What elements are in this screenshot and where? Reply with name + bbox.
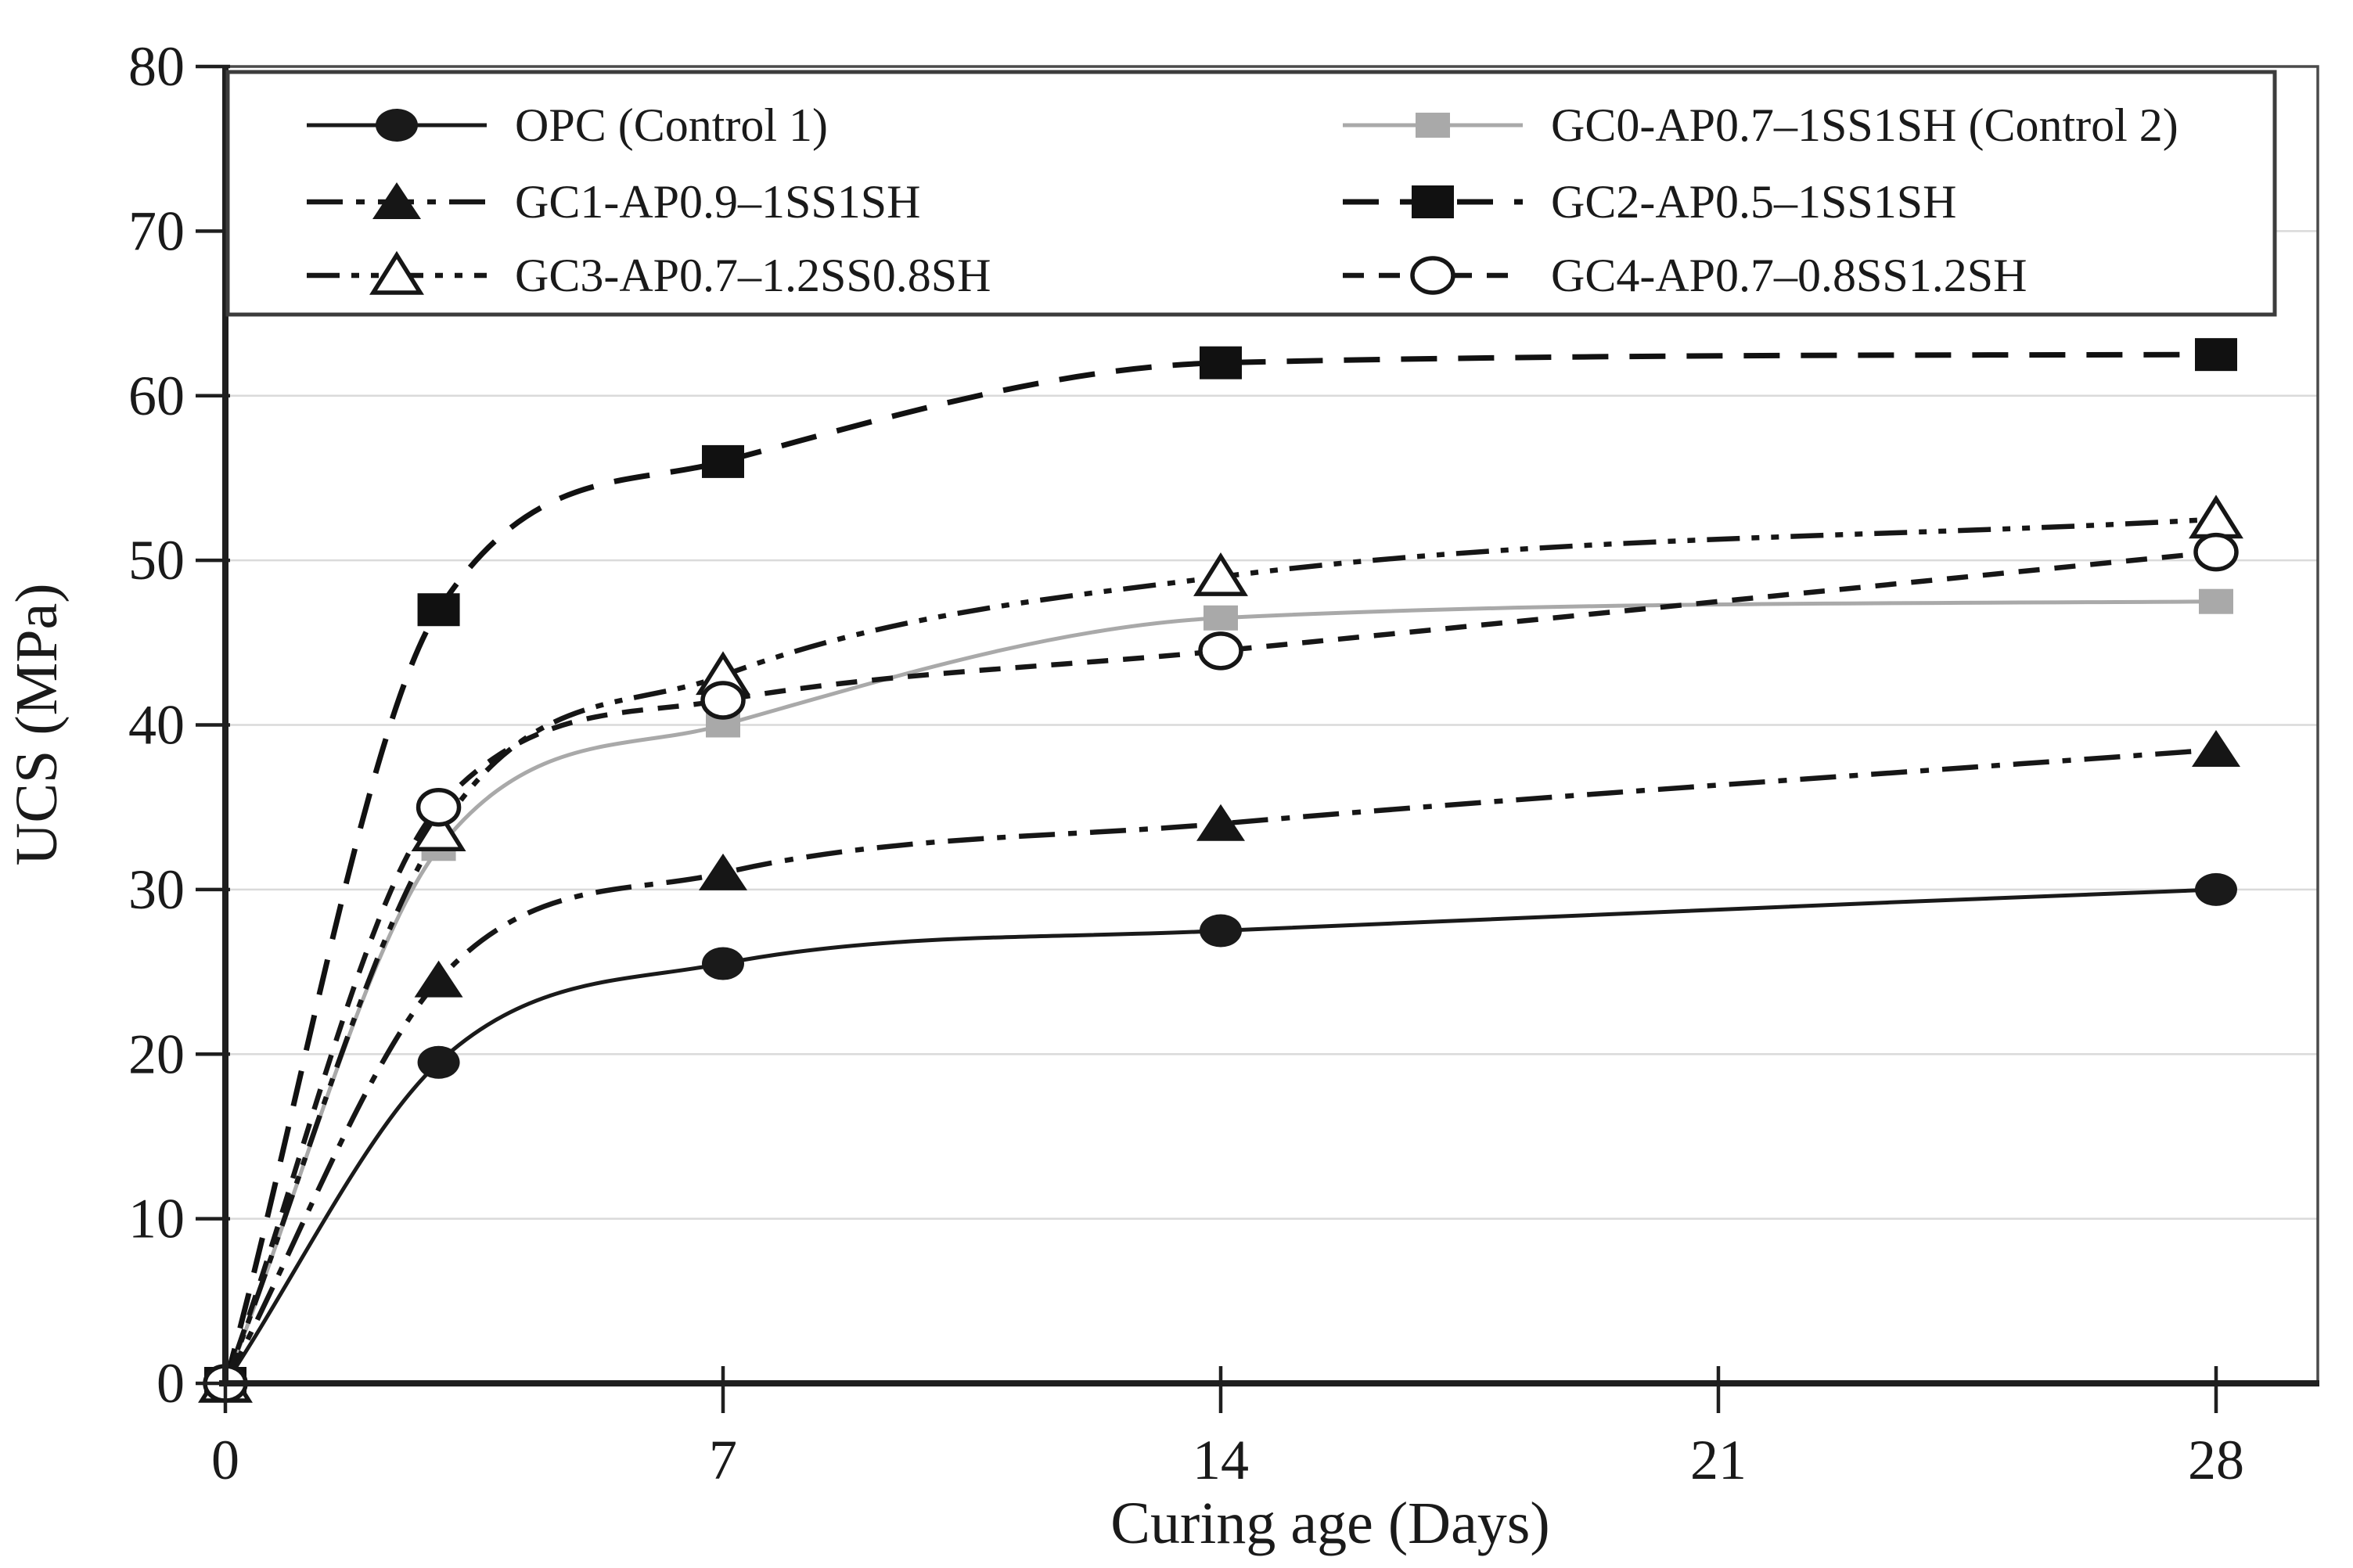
x-tick-label-7: 7 [709,1429,737,1491]
y-tick-label-80: 80 [128,35,185,98]
marker-s5-d14 [1198,631,1243,671]
legend-label-1: GC0-AP0.7–1SS1SH (Control 2) [1551,99,2179,151]
legend-box [225,70,2277,317]
marker-s0-d14 [1199,914,1242,948]
y-tick-label-50: 50 [128,529,185,592]
marker-s3-d28 [2194,338,2237,372]
marker-s3-d7 [701,444,744,478]
legend-marker-2 [372,182,421,219]
axes: 0 10 20 30 40 50 60 70 80 0 7 14 21 28 Curing age (Day… [4,35,2319,1556]
y-tick-label-10: 10 [128,1188,185,1250]
marker-s2-d28 [2191,730,2240,768]
legend-marker-3 [1412,185,1454,218]
legend-marker-4 [369,250,424,295]
legend-label-2: GC1-AP0.9–1SS1SH [515,176,920,228]
x-tick-label-14: 14 [1193,1429,1249,1491]
marker-s0-d28 [2194,872,2237,906]
marker-s0-d7 [701,947,744,980]
legend-label-0: OPC (Control 1) [515,99,828,151]
x-tick-label-0: 0 [211,1429,239,1491]
legend-label-4: GC3-AP0.7–1.2SS0.8SH [515,250,991,301]
y-tick-label-40: 40 [128,694,185,757]
x-axis-title: Curing age (Days) [1110,1491,1549,1556]
y-tick-label-30: 30 [128,858,185,921]
legend-label-5: GC4-AP0.7–0.8SS1.2SH [1551,250,2027,301]
marker-s5-d28 [2193,532,2239,572]
y-tick-label-0: 0 [157,1352,185,1415]
series-line-5 [222,549,2217,1385]
y-axis-title: UCS (MPa) [4,583,70,865]
legend-marker-0 [376,109,418,142]
series-line-3 [222,351,2217,1384]
legend-marker-5 [1410,256,1455,295]
y-tick-label-60: 60 [128,365,185,427]
marker-s4-d3 [411,807,466,851]
legend-item-2: GC1-AP0.9–1SS1SH [307,176,920,228]
marker-s2-d7 [698,853,747,890]
marker-s5-d3 [416,787,462,827]
legend: OPC (Control 1) GC0-AP0.7–1SS1SH (Control… [225,70,2277,317]
series-lines [222,351,2217,1385]
legend-marker-1 [1416,113,1450,138]
legend-item-0: OPC (Control 1) [307,99,828,151]
legend-item-3: GC2-AP0.5–1SS1SH [1343,176,1956,228]
series-line-0 [223,887,2217,1385]
series-line-4 [222,516,2217,1385]
marker-s1-d28 [2198,588,2233,614]
marker-s2-d3 [414,960,463,998]
series-line-2 [223,746,2217,1385]
x-tick-label-21: 21 [1690,1429,1747,1491]
x-tick-label-28: 28 [2188,1429,2244,1491]
legend-item-1: GC0-AP0.7–1SS1SH (Control 2) [1343,99,2179,151]
legend-item-4: GC3-AP0.7–1.2SS0.8SH [307,250,991,301]
marker-s3-d3 [417,593,460,627]
legend-item-5: GC4-AP0.7–0.8SS1.2SH [1343,250,2027,301]
marker-s5-d7 [700,681,746,720]
marker-s4-d14 [1193,552,1248,596]
series-markers [198,338,2243,1403]
marker-s1-d14 [1203,605,1238,631]
marker-s3-d14 [1199,346,1242,379]
marker-s2-d14 [1196,804,1245,841]
y-tick-label-20: 20 [128,1023,185,1085]
legend-label-3: GC2-AP0.5–1SS1SH [1551,176,1956,228]
y-tick-label-70: 70 [128,200,185,262]
marker-s0-d3 [417,1045,460,1079]
